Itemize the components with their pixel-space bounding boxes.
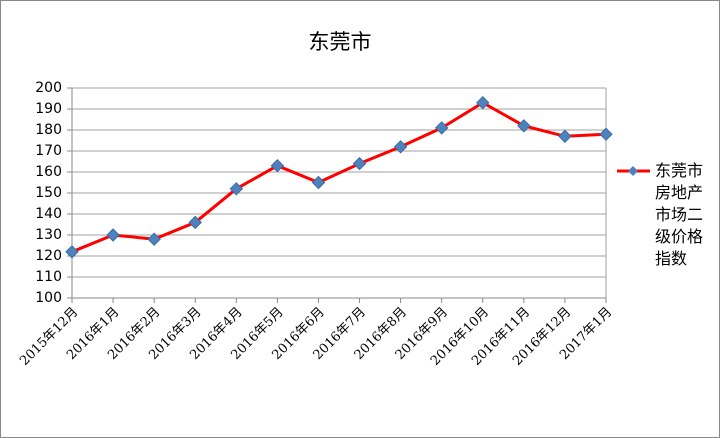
data-marker — [270, 158, 285, 173]
data-marker — [599, 127, 613, 141]
y-tick-label: 130 — [35, 227, 62, 243]
data-marker — [393, 140, 408, 154]
data-marker — [517, 119, 531, 133]
y-tick-label: 180 — [35, 122, 62, 138]
legend-marker — [628, 166, 638, 176]
data-marker — [229, 182, 244, 196]
data-marker — [311, 175, 326, 190]
data-marker — [476, 95, 490, 110]
y-tick-label: 170 — [35, 143, 62, 159]
legend-label: 东莞市房地产市场二级价格指数 — [655, 161, 704, 268]
y-tick-label: 100 — [35, 290, 62, 306]
data-marker — [147, 232, 161, 246]
y-tick-label: 150 — [35, 185, 62, 201]
data-marker — [558, 129, 572, 144]
chart-title: 东莞市 — [309, 30, 372, 54]
y-tick-label: 160 — [35, 164, 62, 180]
data-marker — [352, 156, 367, 171]
y-tick-label: 110 — [35, 269, 62, 285]
data-marker — [434, 121, 449, 135]
y-tick-label: 190 — [35, 101, 62, 117]
y-tick-label: 200 — [35, 80, 62, 96]
y-tick-label: 140 — [35, 206, 62, 222]
data-marker — [106, 228, 120, 242]
data-marker — [65, 245, 79, 259]
data-marker — [188, 215, 202, 230]
series-line — [71, 100, 607, 254]
y-tick-label: 120 — [35, 248, 62, 264]
